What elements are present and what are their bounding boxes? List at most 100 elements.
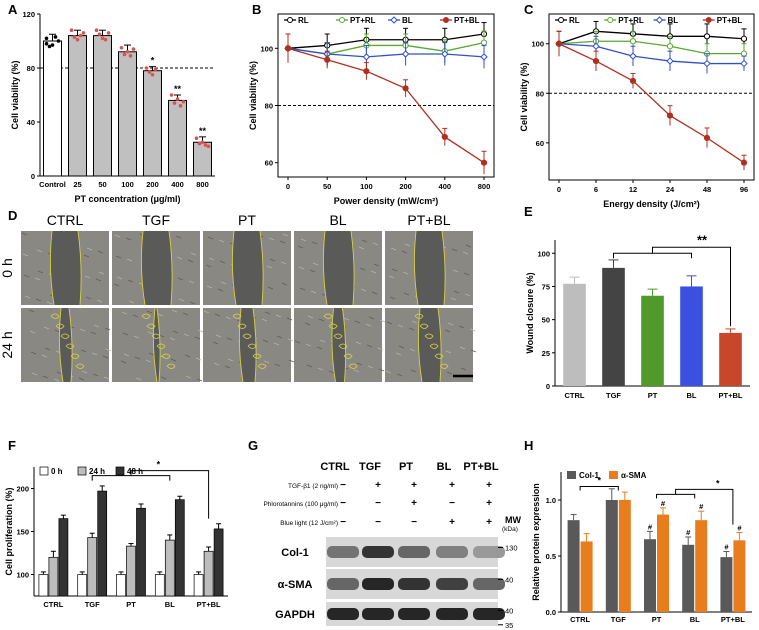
hash-mark: # (648, 522, 653, 531)
series-line (558, 30, 745, 45)
blot-band (436, 546, 468, 558)
cell-texture (95, 278, 102, 282)
blot-band (362, 546, 394, 558)
blot-band (473, 578, 505, 590)
x-tick-label: PT (126, 600, 136, 609)
data-point (81, 31, 86, 35)
significance-group-bracket (656, 493, 696, 499)
cell-texture (37, 270, 44, 274)
cell-texture (398, 345, 405, 349)
cell-texture (404, 243, 411, 247)
hash-mark: # (661, 499, 666, 508)
cell-texture (465, 244, 472, 248)
x-tick-label: 25 (73, 180, 81, 189)
band-name: GAPDH (275, 609, 315, 621)
data-point (740, 50, 748, 57)
cell-texture (403, 292, 410, 296)
condition-mark: + (486, 498, 492, 509)
cell-texture (318, 318, 325, 322)
cell-texture (44, 347, 51, 351)
data-point (53, 35, 58, 39)
plot-frame (277, 13, 495, 178)
data-point (144, 66, 149, 70)
x-tick-label: 800 (196, 180, 209, 189)
cell-texture (287, 338, 294, 342)
bar (641, 295, 664, 386)
condition-mark: + (449, 517, 455, 528)
data-point (131, 47, 136, 51)
mw-value: 130 (505, 544, 518, 553)
panel-letter: A (8, 2, 18, 17)
legend-marker (705, 17, 712, 23)
panel-letter: C (524, 2, 534, 17)
cell-texture (84, 275, 91, 279)
cell-texture (354, 320, 361, 324)
wound-edge-right (156, 307, 161, 383)
wound-gap (239, 308, 257, 382)
wound-edge-left (331, 307, 336, 383)
bar (43, 40, 62, 177)
bar (657, 514, 669, 612)
migrated-cell-outline (424, 333, 434, 339)
cell-texture (304, 322, 311, 326)
cell-texture (462, 251, 469, 255)
x-tick-label: CTRL (565, 391, 585, 400)
cell-texture (317, 367, 324, 371)
blot-band (436, 578, 468, 590)
data-point (284, 45, 292, 52)
data-point (50, 43, 55, 47)
legend-label: BL (402, 16, 413, 25)
condition-mark: + (411, 480, 417, 491)
wound-edge-right (77, 230, 82, 306)
cell-texture (195, 357, 202, 361)
cell-texture (355, 341, 362, 345)
cell-texture (145, 359, 152, 363)
data-point (169, 93, 174, 97)
x-tick-label: BL (690, 615, 700, 624)
band-name: α-SMA (278, 579, 313, 591)
data-point (56, 39, 61, 43)
wound-gap (232, 231, 264, 305)
cell-texture (262, 339, 269, 343)
legend-label: 48 h (127, 467, 143, 476)
data-point (362, 53, 371, 61)
migrated-cell-outline (434, 353, 444, 359)
cell-texture (299, 287, 306, 291)
cell-texture (220, 281, 227, 285)
cell-texture (316, 346, 323, 350)
cell-texture (188, 280, 195, 284)
bar (567, 520, 580, 612)
cell-texture (91, 352, 98, 356)
wound-gap (50, 231, 82, 305)
bar (87, 537, 98, 597)
data-point (44, 36, 49, 41)
cell-texture (42, 375, 49, 379)
cell-texture (24, 295, 31, 299)
migrated-cell-outline (70, 353, 80, 359)
migrated-cell-outline (141, 313, 151, 319)
data-point (629, 38, 637, 45)
cell-texture (368, 316, 375, 320)
cell-texture (459, 346, 466, 350)
bar (580, 541, 593, 612)
condition-mark: − (375, 517, 381, 528)
bar (618, 500, 631, 612)
cell-texture (367, 365, 374, 369)
x-tick-label: 400 (439, 182, 452, 191)
cell-texture (170, 358, 177, 362)
cell-texture (56, 371, 63, 375)
migrated-cell-outline (232, 313, 242, 319)
condition-mark: + (486, 517, 492, 528)
panel-e-wound-closure-bars: E 0 25 50 75 100 Wound closure (%) CTRL TGF PT BL P… (524, 204, 750, 400)
wound-edge-left (49, 230, 55, 306)
cell-texture (116, 276, 123, 280)
data-point (194, 136, 199, 140)
micrograph-column-label: CTRL (47, 212, 84, 228)
series-line (287, 33, 485, 49)
cell-texture (311, 241, 318, 245)
y-axis-label: Relative protein expression (531, 483, 541, 601)
wound-edge-right (259, 230, 264, 306)
migrated-cell-outline (151, 333, 161, 339)
condition-mark: − (340, 517, 346, 528)
wound-edge-left (231, 230, 237, 306)
